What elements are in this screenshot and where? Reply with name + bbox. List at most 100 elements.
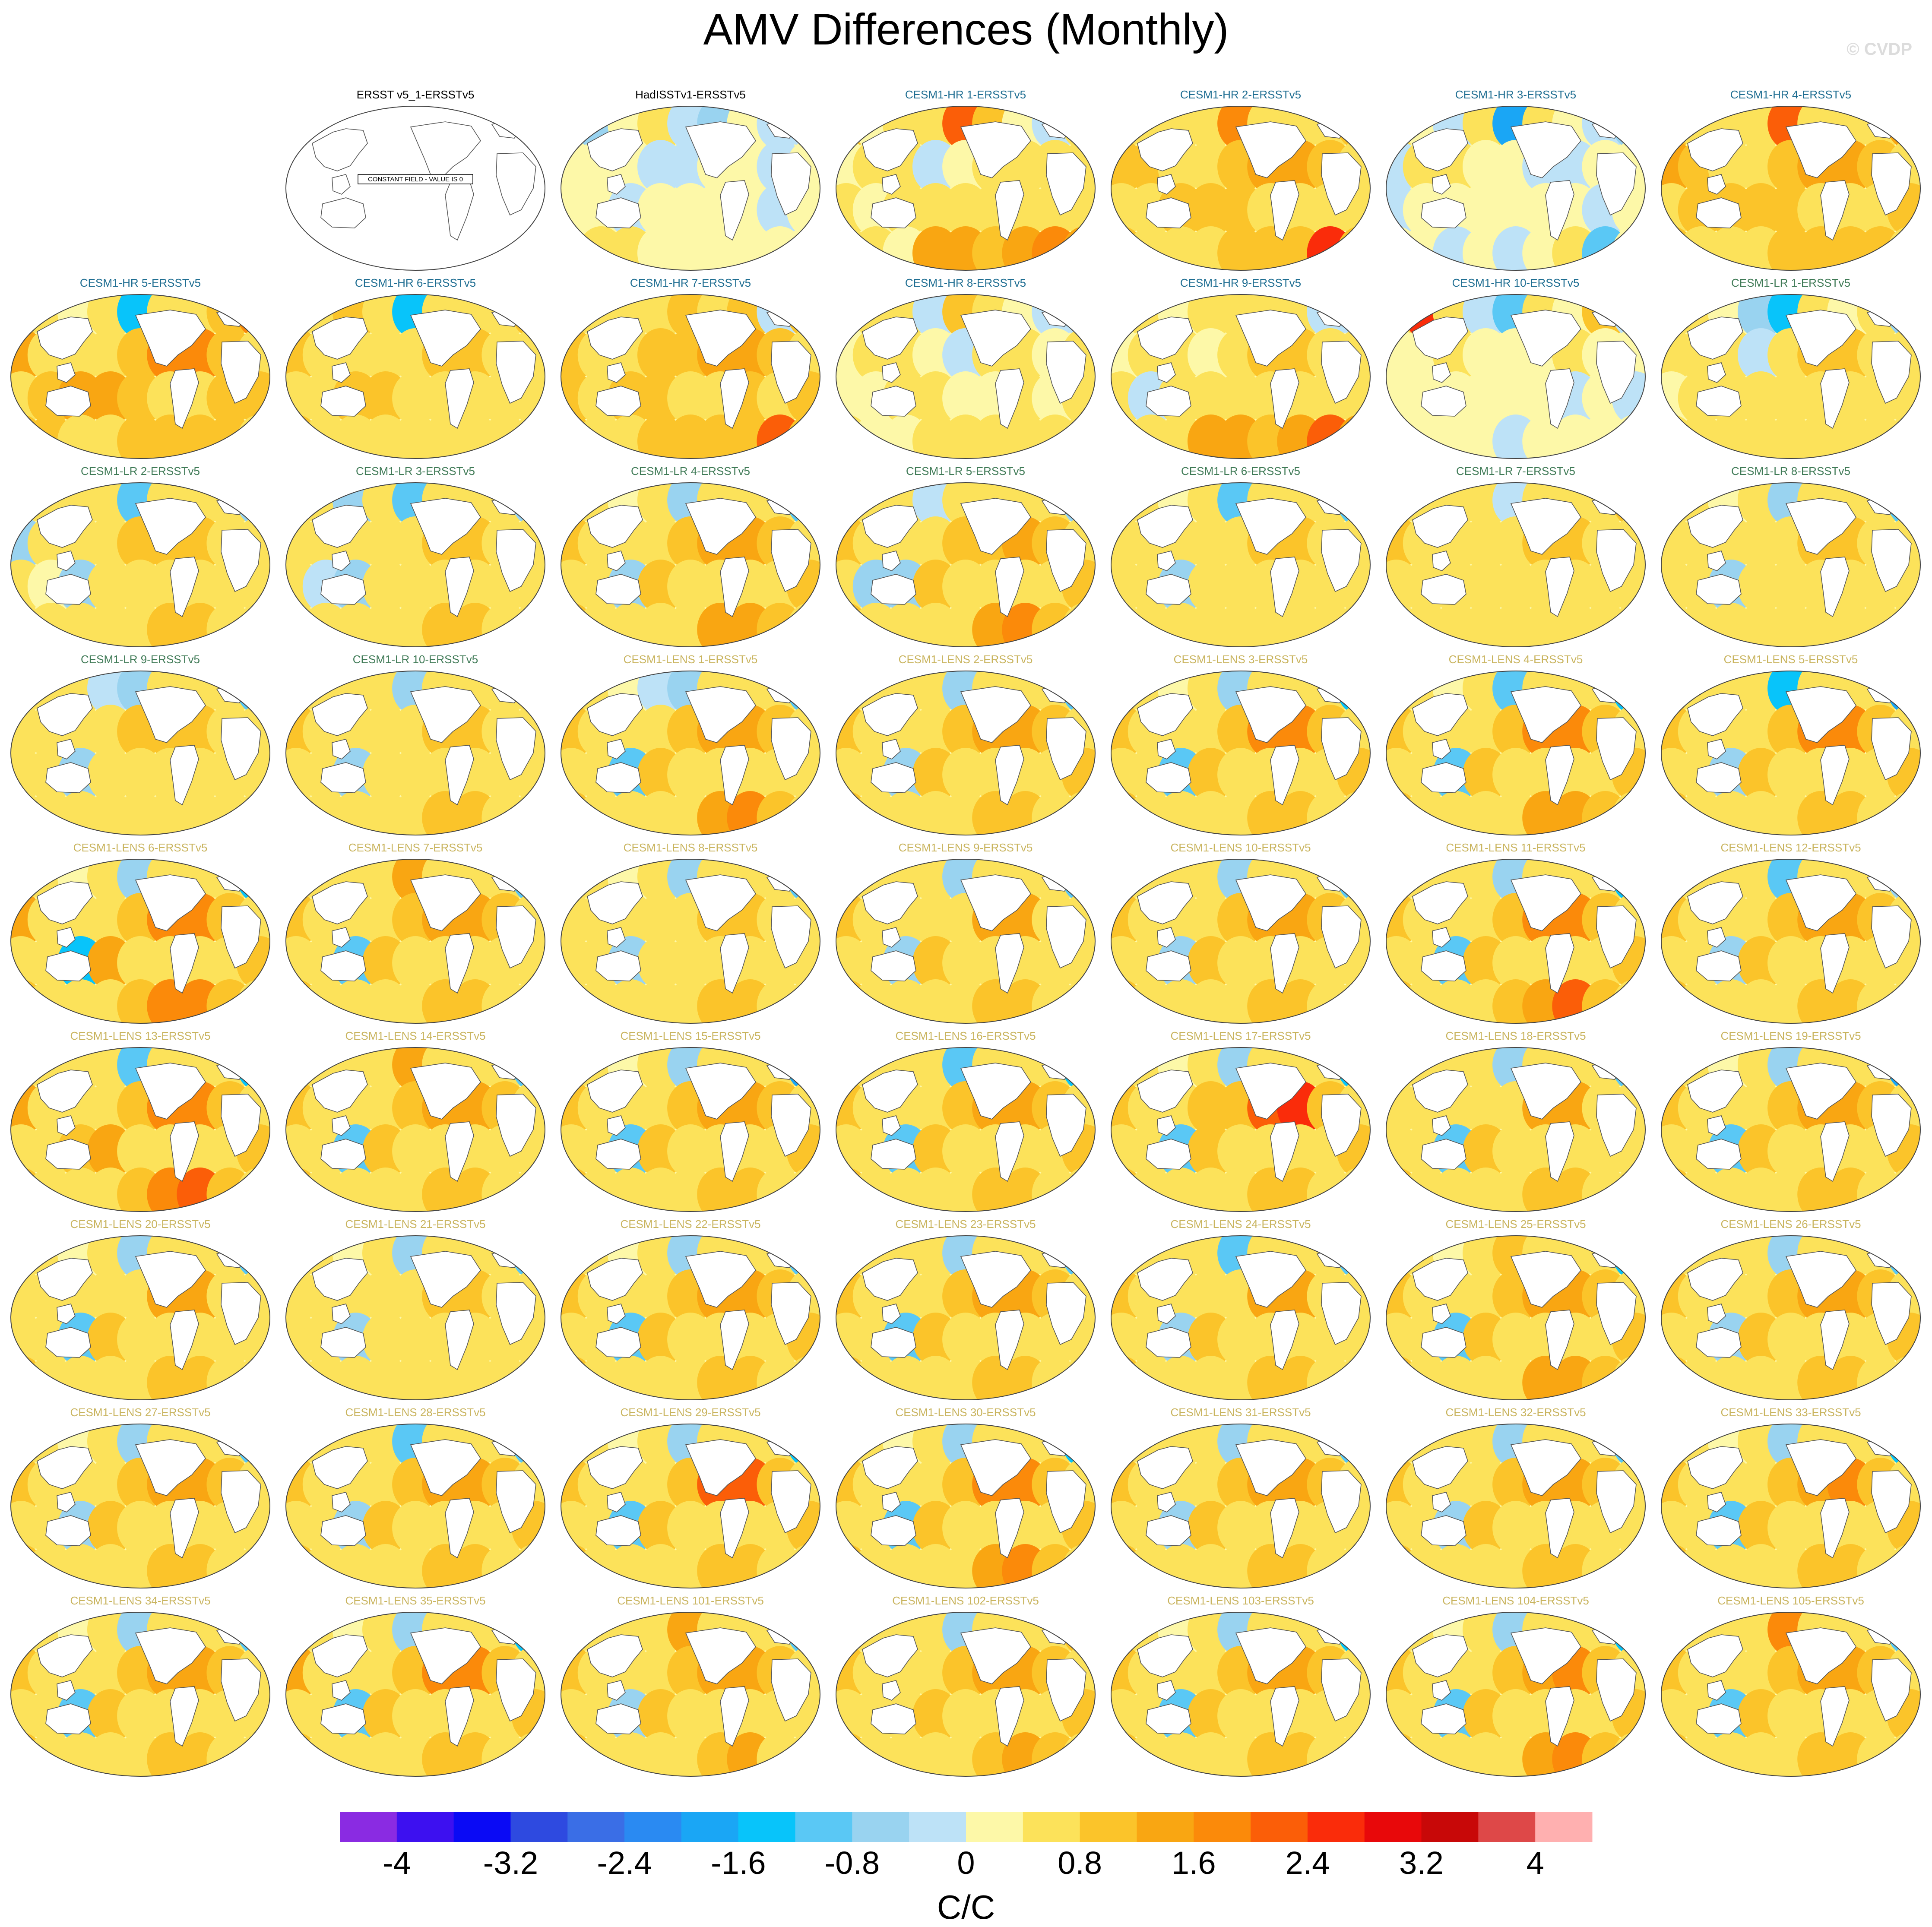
map-panel: CESM1-LENS 35-ERSSTv5 <box>281 1593 550 1781</box>
robinson-world-map-icon <box>10 1612 270 1777</box>
land-outline <box>1687 881 1743 924</box>
land-outline <box>312 1070 368 1113</box>
colorbar-tick-label: 2.4 <box>1285 1845 1330 1881</box>
land-outline <box>312 1258 368 1301</box>
land-outline <box>135 874 206 931</box>
panel-title: CESM1-LENS 30-ERSSTv5 <box>895 1406 1036 1419</box>
land-outline <box>445 745 474 806</box>
map-panel: CESM1-LR 10-ERSSTv5 <box>281 652 550 840</box>
land-outline <box>960 121 1031 178</box>
robinson-world-map-icon <box>561 1424 820 1588</box>
land-outline <box>771 1658 811 1722</box>
land-outline <box>607 362 626 383</box>
land-outline <box>960 310 1031 367</box>
colorbar-swatch <box>909 1812 966 1842</box>
land-outline <box>1871 1094 1912 1157</box>
land-outline <box>771 152 811 216</box>
land-outline <box>1235 121 1306 178</box>
map-border <box>285 1612 545 1777</box>
land-outline <box>1596 1658 1637 1722</box>
land-outline <box>1510 1439 1581 1496</box>
land-outline <box>320 574 366 605</box>
land-outline <box>587 1446 643 1489</box>
land-outline <box>1046 152 1086 216</box>
land-outline <box>1421 950 1466 981</box>
land-outline <box>410 874 481 931</box>
land-outline <box>1545 933 1574 994</box>
land-outline <box>332 174 351 195</box>
panel-title: CESM1-LENS 4-ERSSTv5 <box>1448 653 1583 666</box>
land-outline <box>135 1063 206 1120</box>
map-panel: CESM1-HR 2-ERSSTv5 <box>1106 87 1375 275</box>
panel-title: CESM1-LR 6-ERSSTv5 <box>1181 465 1300 478</box>
land-outline <box>1137 1446 1193 1489</box>
land-outline <box>1157 739 1176 759</box>
land-outline <box>332 551 351 571</box>
land-outline <box>685 1251 756 1308</box>
land-outline <box>1545 1121 1574 1182</box>
panel-title: CESM1-HR 6-ERSSTv5 <box>355 276 476 289</box>
land-outline <box>607 174 626 195</box>
map-panel: CESM1-LENS 3-ERSSTv5 <box>1106 652 1375 840</box>
panel-title: CESM1-LENS 5-ERSSTv5 <box>1723 653 1858 666</box>
land-outline <box>862 128 918 171</box>
land-outline <box>1146 574 1191 605</box>
land-outline <box>320 1327 366 1358</box>
colorbar-tick-label: 4 <box>1527 1845 1544 1881</box>
robinson-world-map-icon <box>10 1235 270 1400</box>
land-outline <box>332 739 351 759</box>
map-border <box>10 1047 270 1212</box>
land-outline <box>1157 362 1176 383</box>
land-outline <box>1510 498 1581 555</box>
colorbar-tick-label: -4 <box>383 1845 411 1881</box>
land-outline <box>1270 933 1299 994</box>
land-outline <box>1157 1492 1176 1512</box>
land-outline <box>882 551 901 571</box>
map-panel: CESM1-HR 6-ERSSTv5 <box>281 275 550 464</box>
land-outline <box>1137 505 1193 548</box>
land-outline <box>607 551 626 571</box>
land-outline <box>720 933 749 994</box>
land-outline <box>45 1139 91 1170</box>
robinson-world-map-icon <box>561 1612 820 1777</box>
land-outline <box>332 1492 351 1512</box>
map-border <box>1386 859 1646 1024</box>
map-panel: CESM1-LR 8-ERSSTv5 <box>1656 464 1925 652</box>
map-border <box>10 482 270 647</box>
map-border <box>836 1612 1096 1777</box>
land-outline <box>1146 386 1191 417</box>
colorbar-swatch <box>567 1812 625 1842</box>
land-outline <box>607 1115 626 1136</box>
land-outline <box>1270 180 1299 241</box>
land-outline <box>685 1439 756 1496</box>
land-outline <box>1146 1139 1191 1170</box>
map-panel: CESM1-LENS 5-ERSSTv5 <box>1656 652 1925 840</box>
land-outline <box>1432 362 1451 383</box>
map-panel: CESM1-LR 4-ERSSTv5 <box>556 464 825 652</box>
land-outline <box>1421 762 1466 793</box>
land-outline <box>1820 1121 1850 1182</box>
land-outline <box>1235 686 1306 743</box>
land-outline <box>1596 1282 1637 1345</box>
land-outline <box>882 1115 901 1136</box>
colorbar-swatch <box>1251 1812 1308 1842</box>
land-outline <box>312 505 368 548</box>
land-outline <box>1157 1680 1176 1701</box>
robinson-world-map-icon <box>1111 1047 1371 1212</box>
land-outline <box>57 362 76 383</box>
land-outline <box>685 498 756 555</box>
land-outline <box>170 933 199 994</box>
map-border <box>1386 294 1646 459</box>
land-outline <box>1137 316 1193 360</box>
land-outline <box>135 1627 206 1684</box>
land-outline <box>496 1282 536 1345</box>
land-outline <box>1046 717 1086 781</box>
land-outline <box>1696 1139 1742 1170</box>
land-outline <box>771 529 811 592</box>
land-outline <box>1270 1498 1299 1559</box>
panel-title: CESM1-LENS 24-ERSSTv5 <box>1170 1218 1311 1231</box>
land-outline <box>1432 551 1451 571</box>
land-outline <box>720 557 749 617</box>
colorbar-tick-label: -2.4 <box>597 1845 652 1881</box>
robinson-world-map-icon <box>1661 482 1921 647</box>
